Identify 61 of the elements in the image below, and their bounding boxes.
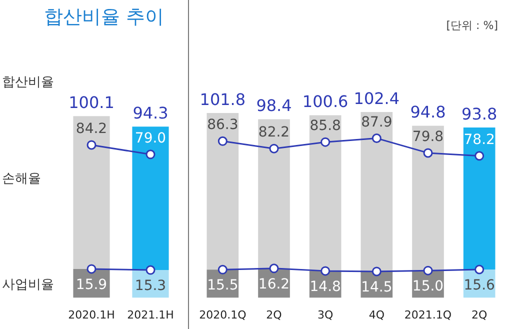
point — [372, 266, 382, 276]
x-tick-label: 2021.1H — [127, 308, 174, 322]
x-tick-label: 3Q — [317, 308, 334, 322]
point — [422, 266, 432, 276]
data-label: 78.2 — [463, 132, 495, 148]
bar — [132, 126, 169, 270]
x-tick-label: 2Q — [266, 308, 282, 322]
data-label: 14.8 — [309, 278, 341, 295]
data-label: 79.8 — [412, 128, 444, 145]
data-label: 15.6 — [463, 277, 495, 294]
total-label: 94.8 — [410, 102, 446, 122]
point — [422, 148, 432, 158]
bar — [258, 119, 290, 268]
point — [474, 151, 484, 161]
x-tick-label: 2021.1Q — [404, 308, 452, 322]
total-label: 101.8 — [199, 90, 246, 110]
point — [320, 137, 330, 147]
data-label: 85.8 — [309, 118, 341, 134]
total-label: 98.4 — [256, 96, 292, 116]
x-tick-label: 2Q — [471, 308, 488, 322]
x-tick-label: 4Q — [368, 308, 384, 322]
data-label: 15.0 — [412, 278, 444, 295]
x-tick-label: 2020.1Q — [198, 308, 246, 322]
data-label: 79.0 — [134, 130, 166, 146]
data-label: 87.9 — [360, 114, 392, 130]
data-label: 14.5 — [360, 279, 392, 296]
point — [474, 264, 484, 274]
point — [146, 150, 156, 160]
point — [372, 134, 382, 144]
point — [268, 264, 278, 274]
annotation: [단위 : %] — [446, 19, 498, 32]
total-label: 100.6 — [302, 92, 348, 112]
data-label: 15.3 — [134, 278, 166, 294]
data-label: 86.3 — [206, 117, 238, 134]
point — [218, 136, 228, 146]
point — [268, 144, 278, 154]
series-label: 사업비율 — [2, 277, 54, 292]
data-label: 15.9 — [76, 276, 108, 293]
data-label: 82.2 — [258, 124, 290, 141]
text: 손해율 — [2, 172, 41, 187]
total-label: 94.3 — [132, 104, 168, 123]
point — [146, 265, 156, 275]
total-label: 100.1 — [68, 93, 114, 112]
text: 합산비율 — [2, 75, 54, 90]
point — [218, 264, 228, 274]
total-label: 93.8 — [461, 104, 497, 124]
x-tick-label: 2020.1H — [68, 308, 115, 322]
total-label: 102.4 — [353, 88, 400, 108]
point — [86, 140, 96, 150]
point — [320, 266, 330, 276]
bar — [463, 128, 495, 270]
bar — [206, 113, 238, 270]
data-label: 15.5 — [206, 278, 238, 294]
bar — [360, 112, 392, 272]
data-label: 16.2 — [258, 276, 290, 292]
bar — [309, 115, 341, 271]
data-label: 84.2 — [76, 120, 108, 137]
bar — [73, 116, 110, 269]
point — [86, 264, 96, 274]
bar — [412, 126, 444, 271]
text: 합산비율 추이 — [43, 5, 166, 30]
